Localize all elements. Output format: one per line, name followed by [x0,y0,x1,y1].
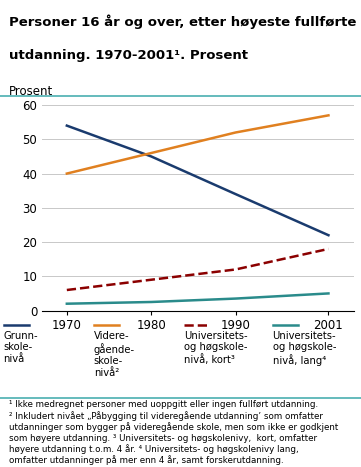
Text: Universitets-
og høgskole-
nivå, kort³: Universitets- og høgskole- nivå, kort³ [184,331,248,365]
Text: utdanning. 1970-2001¹. Prosent: utdanning. 1970-2001¹. Prosent [9,49,248,62]
Text: Videre-
gående-
skole-
nivå²: Videre- gående- skole- nivå² [94,331,135,378]
Text: Universitets-
og høgskole-
nivå, lang⁴: Universitets- og høgskole- nivå, lang⁴ [273,331,336,366]
Text: Personer 16 år og over, etter høyeste fullførte: Personer 16 år og over, etter høyeste fu… [9,14,356,28]
Text: Grunn-
skole-
nivå: Grunn- skole- nivå [4,331,38,364]
Text: Prosent: Prosent [9,85,53,98]
Text: ¹ Ikke medregnet personer med uoppgitt eller ingen fullført utdanning.
² Inklude: ¹ Ikke medregnet personer med uoppgitt e… [9,400,338,466]
